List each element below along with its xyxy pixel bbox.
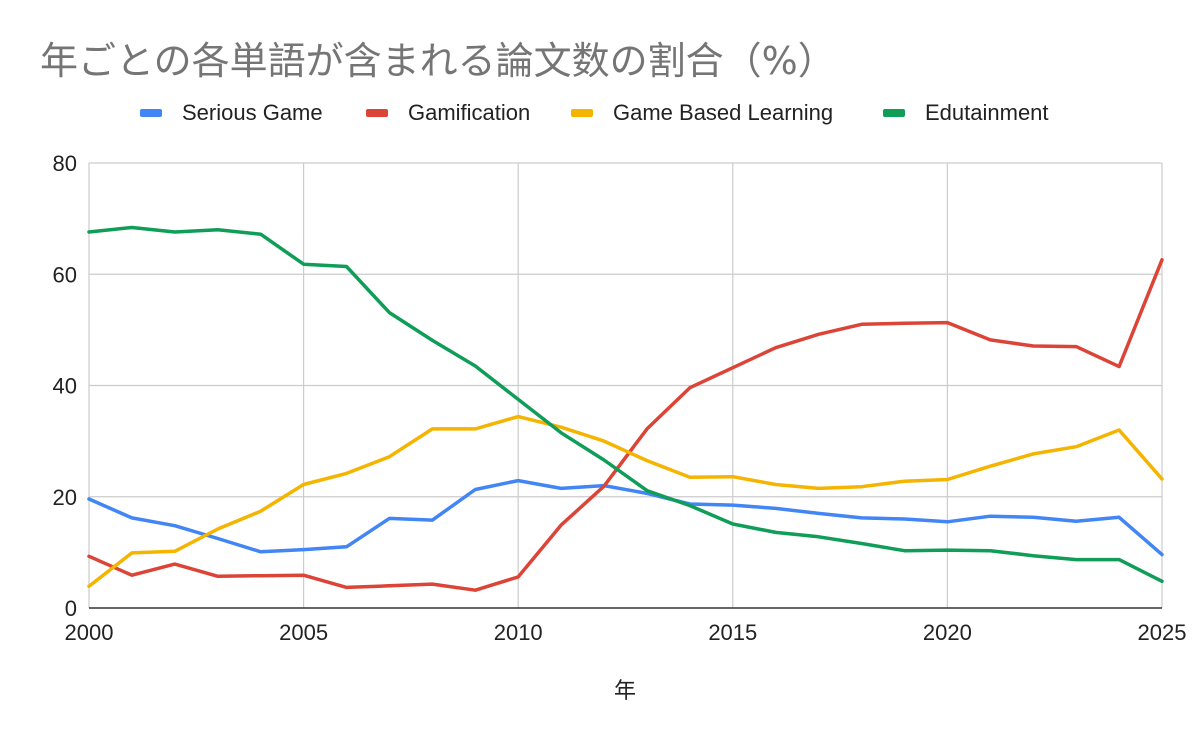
y-tick-label-20: 20 [53,485,77,510]
legend: Serious Game Gamification Game Based Lea… [0,99,1200,127]
series-line-serious-game [87,478,1164,557]
legend-item-edutainment: Edutainment [883,99,1049,127]
y-tick-label-0: 0 [65,596,77,621]
y-tick-label-40: 40 [53,374,77,399]
x-axis-label: 年 [614,679,636,704]
legend-label-edutainment: Edutainment [925,100,1049,125]
legend-swatch-serious-game [140,109,162,117]
x-tick-label-2025: 2025 [1138,620,1187,645]
series-line-edutainment [87,225,1164,584]
x-tick-label-2000: 2000 [65,620,114,645]
gridlines [88,162,1163,608]
legend-label-game-based-learning: Game Based Learning [613,100,834,125]
series-line-game-based-learning [87,414,1164,589]
series-lines [87,225,1164,592]
legend-swatch-gamification [366,109,388,117]
chart-title: 年ごとの各単語が含まれる論文数の割合（%） [40,39,836,83]
y-tick-label-60: 60 [53,262,77,287]
x-tick-label-2010: 2010 [494,620,543,645]
legend-item-gamification: Gamification [366,99,530,127]
legend-label-serious-game: Serious Game [182,100,323,125]
x-tick-label-2005: 2005 [279,620,328,645]
x-tick-label-2015: 2015 [708,620,757,645]
legend-item-game-based-learning: Game Based Learning [571,99,833,127]
x-tick-label-2020: 2020 [923,620,972,645]
y-tick-label-80: 80 [53,151,77,176]
tick-labels: 0 20 40 60 80 2000 2005 2010 2015 2020 2025 [53,151,1187,645]
legend-label-gamification: Gamification [408,100,531,125]
legend-swatch-edutainment [883,109,905,117]
legend-item-serious-game: Serious Game [140,99,323,127]
legend-swatch-game-based-learning [571,109,593,117]
series-line-gamification [87,258,1164,592]
